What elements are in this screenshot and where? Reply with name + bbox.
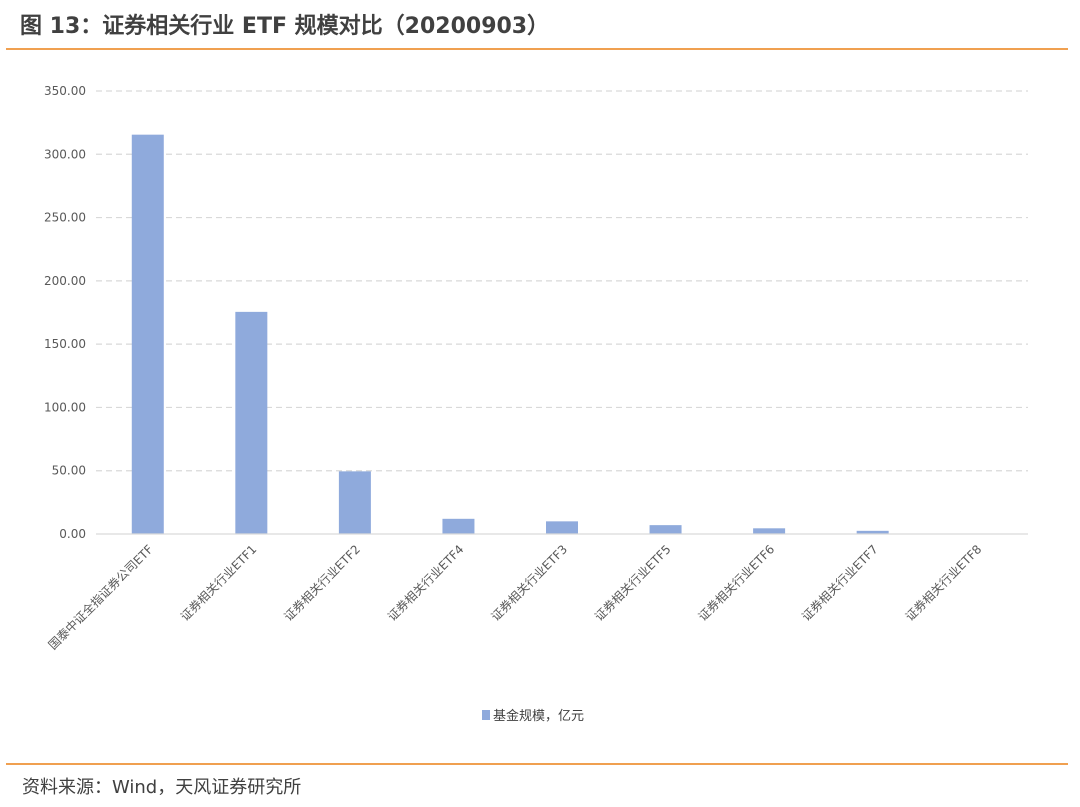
x-category-label: 证券相关行业ETF7 [798, 542, 880, 624]
y-tick-label: 50.00 [52, 464, 86, 478]
x-category-label: 证券相关行业ETF4 [384, 542, 466, 624]
bar [235, 311, 268, 534]
x-category-label: 证券相关行业ETF2 [281, 542, 363, 624]
y-tick-label: 250.00 [44, 211, 86, 225]
legend: 基金规模，亿元 [482, 708, 584, 724]
x-category-label: 证券相关行业ETF5 [591, 542, 673, 624]
x-axis-category-labels: 国泰中证全指证券公司ETF 证券相关行业ETF1 证券相关行业ETF2 证券相关行业E… [45, 541, 984, 652]
y-tick-label: 0.00 [59, 527, 86, 541]
bar [131, 134, 164, 534]
figure-title: 图 13：证券相关行业 ETF 规模对比（20200903） [20, 14, 550, 39]
x-category-label: 国泰中证全指证券公司ETF [45, 541, 156, 652]
title-divider [6, 48, 1068, 50]
bars [131, 134, 993, 534]
legend-swatch [482, 710, 490, 720]
bar [753, 528, 786, 534]
y-tick-label: 200.00 [44, 274, 86, 288]
x-category-label: 证券相关行业ETF6 [695, 542, 777, 624]
x-category-label: 证券相关行业ETF3 [488, 542, 570, 624]
y-axis-tick-labels: 0.00 50.00 100.00 150.00 200.00 250.00 300.00 3… [44, 84, 86, 541]
source-note: 资料来源：Wind，天风证券研究所 [22, 777, 302, 798]
bar [649, 525, 682, 534]
x-category-label: 证券相关行业ETF8 [902, 542, 984, 624]
x-category-label: 证券相关行业ETF1 [177, 542, 259, 624]
y-tick-label: 350.00 [44, 84, 86, 98]
source-divider [6, 763, 1068, 765]
bar [546, 521, 578, 534]
bar [856, 530, 889, 534]
y-tick-label: 300.00 [44, 147, 86, 161]
bar [442, 518, 475, 534]
legend-label: 基金规模，亿元 [493, 708, 584, 724]
y-tick-label: 150.00 [44, 337, 86, 351]
bar [338, 471, 371, 534]
y-tick-label: 100.00 [44, 400, 86, 414]
bar-chart: 0.00 50.00 100.00 150.00 200.00 250.00 300.00 3… [44, 84, 1028, 724]
